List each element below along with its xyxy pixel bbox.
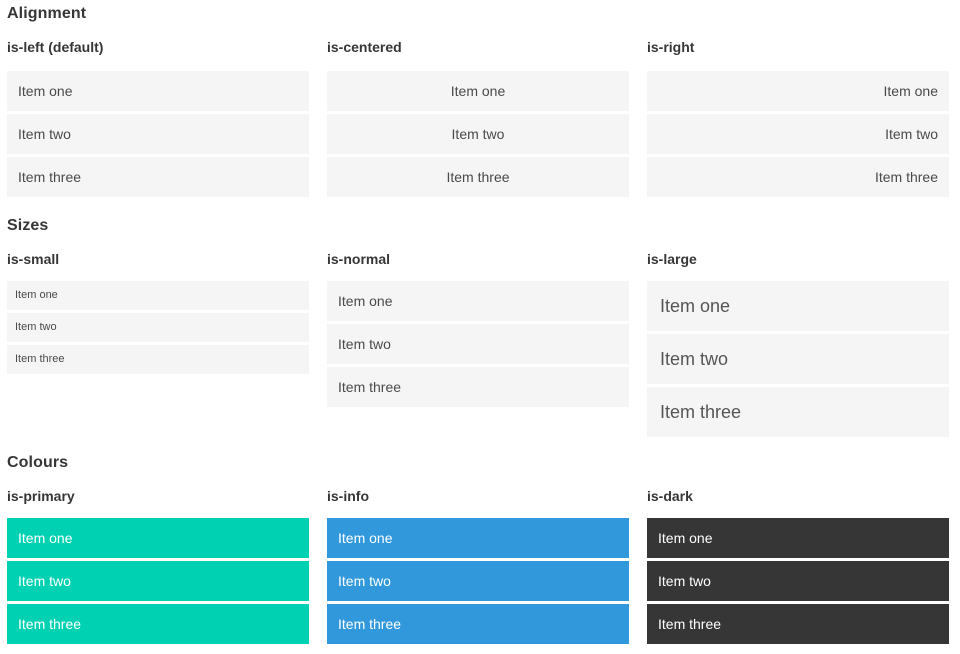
column-label-is-small: is-small bbox=[7, 251, 60, 267]
list-item: Item one bbox=[7, 71, 309, 111]
list-item: Item one bbox=[647, 281, 949, 331]
section-title-alignment: Alignment bbox=[7, 5, 87, 22]
column-is-right: is-right Item one Item two Item three bbox=[647, 24, 949, 200]
list-item: Item two bbox=[647, 334, 949, 384]
list-align-left: Item one Item two Item three bbox=[7, 71, 309, 197]
column-label-is-right: is-right bbox=[647, 39, 695, 55]
list-item: Item three bbox=[327, 157, 629, 197]
list-item: Item two bbox=[327, 114, 629, 154]
list-color-dark: Item one Item two Item three bbox=[647, 518, 949, 644]
list-align-center: Item one Item two Item three bbox=[327, 71, 629, 197]
column-label-is-normal: is-normal bbox=[327, 251, 391, 267]
list-item: Item three bbox=[327, 604, 629, 644]
column-is-large: is-large Item one Item two Item three bbox=[647, 236, 949, 440]
list-align-right: Item one Item two Item three bbox=[647, 71, 949, 197]
list-item: Item one bbox=[7, 518, 309, 558]
sizes-row: is-small Item one Item two Item three is… bbox=[7, 236, 949, 440]
list-size-normal: Item one Item two Item three bbox=[327, 281, 629, 407]
list-item: Item two bbox=[647, 114, 949, 154]
list-size-small: Item one Item two Item three bbox=[7, 281, 309, 374]
column-is-primary: is-primary Item one Item two Item three bbox=[7, 473, 309, 647]
section-colours: Colours is-primary Item one Item two Ite… bbox=[7, 453, 949, 647]
list-item: Item three bbox=[7, 345, 309, 374]
list-item: Item three bbox=[647, 387, 949, 437]
list-color-info: Item one Item two Item three bbox=[327, 518, 629, 644]
list-item: Item two bbox=[327, 561, 629, 601]
list-color-primary: Item one Item two Item three bbox=[7, 518, 309, 644]
section-alignment: Alignment is-left (default) Item one Ite… bbox=[7, 4, 949, 200]
list-item: Item three bbox=[327, 367, 629, 407]
list-item: Item two bbox=[647, 561, 949, 601]
column-is-dark: is-dark Item one Item two Item three bbox=[647, 473, 949, 647]
list-item: Item one bbox=[647, 71, 949, 111]
colours-row: is-primary Item one Item two Item three … bbox=[7, 473, 949, 647]
column-is-normal: is-normal Item one Item two Item three bbox=[327, 236, 629, 440]
list-item: Item three bbox=[647, 604, 949, 644]
list-item: Item two bbox=[7, 561, 309, 601]
column-label-is-dark: is-dark bbox=[647, 488, 693, 504]
list-item: Item one bbox=[327, 518, 629, 558]
column-is-small: is-small Item one Item two Item three bbox=[7, 236, 309, 440]
section-sizes: Sizes is-small Item one Item two Item th… bbox=[7, 216, 949, 440]
list-item: Item one bbox=[7, 281, 309, 310]
column-is-info: is-info Item one Item two Item three bbox=[327, 473, 629, 647]
list-item: Item two bbox=[327, 324, 629, 364]
section-title-colours: Colours bbox=[7, 454, 69, 471]
list-item: Item three bbox=[647, 157, 949, 197]
section-title-sizes: Sizes bbox=[7, 217, 49, 234]
column-label-is-large: is-large bbox=[647, 251, 697, 267]
column-is-left: is-left (default) Item one Item two Item… bbox=[7, 24, 309, 200]
alignment-row: is-left (default) Item one Item two Item… bbox=[7, 24, 949, 200]
column-label-is-left: is-left (default) bbox=[7, 39, 104, 55]
list-item: Item one bbox=[327, 71, 629, 111]
column-is-centered: is-centered Item one Item two Item three bbox=[327, 24, 629, 200]
list-item: Item one bbox=[327, 281, 629, 321]
list-item: Item two bbox=[7, 114, 309, 154]
list-item: Item three bbox=[7, 604, 309, 644]
list-size-large: Item one Item two Item three bbox=[647, 281, 949, 437]
column-label-is-primary: is-primary bbox=[7, 488, 75, 504]
list-item: Item one bbox=[647, 518, 949, 558]
column-label-is-centered: is-centered bbox=[327, 39, 402, 55]
column-label-is-info: is-info bbox=[327, 488, 369, 504]
list-item: Item two bbox=[7, 313, 309, 342]
list-item: Item three bbox=[7, 157, 309, 197]
